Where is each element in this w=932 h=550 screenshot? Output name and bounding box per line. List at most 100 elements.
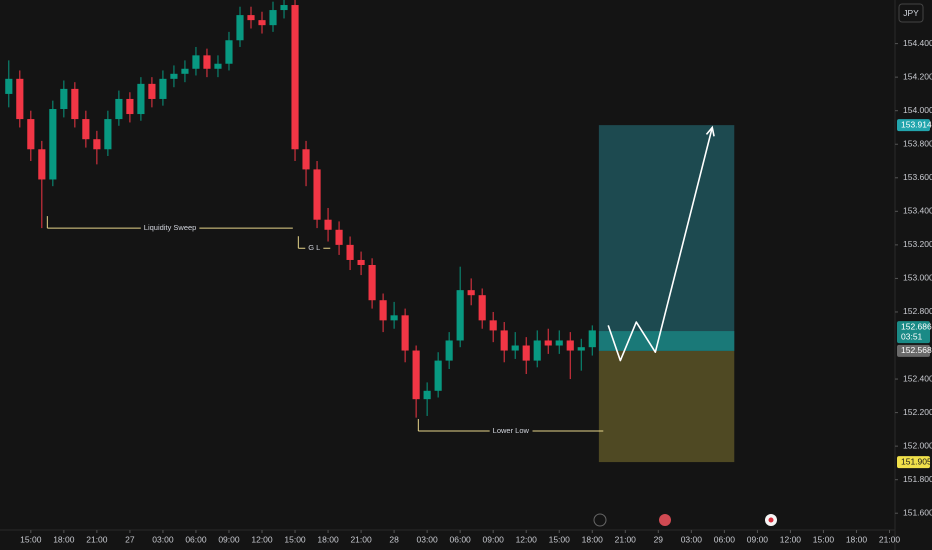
y-tick-label: 152.400: [903, 373, 932, 383]
y-tick-label: 154.000: [903, 105, 932, 115]
x-tick-label: 28: [389, 534, 399, 544]
candle: [181, 60, 189, 83]
price-tag-bg: [897, 119, 930, 132]
candle-body: [522, 345, 530, 361]
x-tick-label: 12:00: [780, 534, 802, 544]
annotation-label: Lower Low: [493, 426, 530, 435]
candle-body: [555, 340, 563, 346]
x-tick-label: 09:00: [747, 534, 769, 544]
candle-body: [577, 347, 585, 351]
event-icon: [593, 513, 607, 527]
candle-body: [302, 149, 310, 170]
candle-body: [82, 119, 90, 140]
candle: [203, 48, 211, 78]
x-tick-label: 06:00: [714, 534, 736, 544]
x-tick-label: 21:00: [86, 534, 108, 544]
candle: [390, 301, 398, 329]
y-tick-label: 151.600: [903, 507, 932, 517]
candle-body: [60, 88, 68, 110]
x-tick-label: 15:00: [549, 534, 571, 544]
candle-body: [5, 78, 13, 94]
candle: [478, 288, 486, 329]
y-tick-label: 154.400: [903, 38, 932, 48]
candle: [577, 338, 585, 371]
current-price-tag-bg: [897, 321, 930, 344]
price-tag: 153.914: [901, 119, 932, 129]
candle: [313, 161, 321, 229]
y-tick-label: 153.200: [903, 239, 932, 249]
y-tick-label: 151.800: [903, 474, 932, 484]
candle: [423, 382, 431, 416]
candle: [49, 100, 57, 187]
candle: [302, 140, 310, 187]
candle: [555, 330, 563, 354]
y-tick-label: 152.200: [903, 407, 932, 417]
candle-body: [291, 5, 299, 150]
candle: [522, 337, 530, 375]
candle: [137, 77, 145, 121]
candle: [280, 0, 288, 19]
y-tick-label: 153.000: [903, 273, 932, 283]
candle-body: [390, 315, 398, 321]
x-tick-label: 29: [654, 534, 664, 544]
candle-body: [511, 345, 519, 351]
price-tag-bg: [897, 344, 930, 357]
candle-body: [49, 109, 57, 180]
x-tick-label: 12:00: [516, 534, 538, 544]
x-tick-label: 21:00: [879, 534, 901, 544]
candle: [291, 0, 299, 162]
candle: [27, 110, 35, 162]
candle: [115, 90, 123, 126]
candle: [533, 330, 541, 368]
x-tick-label: 06:00: [185, 534, 207, 544]
y-tick-label: 152.000: [903, 440, 932, 450]
candle: [104, 110, 112, 156]
x-tick-label: 21:00: [615, 534, 637, 544]
candle: [379, 293, 387, 333]
x-tick-label: 06:00: [450, 534, 472, 544]
candle-body: [566, 340, 574, 351]
candle-body: [533, 340, 541, 361]
candle: [93, 130, 101, 165]
candle-body: [214, 63, 222, 69]
y-tick-label: 152.800: [903, 306, 932, 316]
x-tick-label: 18:00: [317, 534, 339, 544]
candle: [192, 46, 200, 76]
candle: [335, 221, 343, 255]
candle: [412, 345, 420, 418]
candle: [500, 322, 508, 363]
candle-body: [16, 78, 24, 120]
candle: [82, 110, 90, 148]
y-tick-label: 153.400: [903, 206, 932, 216]
candle: [38, 140, 46, 229]
annotation-label-bg: [489, 426, 533, 436]
candle-body: [467, 290, 475, 296]
price-tag-bg: [897, 456, 930, 469]
candle: [60, 80, 68, 118]
candle-body: [258, 20, 266, 26]
currency-box: [898, 3, 924, 23]
countdown: 03:51: [901, 331, 923, 341]
open-profit-band: [598, 331, 735, 351]
x-tick-label: 27: [125, 534, 135, 544]
annotation-label: Liquidity Sweep: [144, 223, 197, 232]
candle-body: [126, 98, 134, 115]
candle: [214, 55, 222, 78]
price-tag: 152.568: [901, 345, 932, 355]
candle: [544, 328, 552, 354]
candle: [225, 31, 233, 71]
candle: [511, 332, 519, 359]
x-tick-label: 15:00: [813, 534, 835, 544]
candle-body: [379, 300, 387, 321]
event-icon: [659, 514, 671, 526]
candle-body: [148, 83, 156, 99]
candle-body: [71, 88, 79, 120]
candle: [269, 1, 277, 32]
candle: [467, 278, 475, 306]
candle: [456, 266, 464, 348]
x-tick-label: 15:00: [20, 534, 42, 544]
candle-body: [357, 259, 365, 265]
candle-body: [478, 295, 486, 321]
